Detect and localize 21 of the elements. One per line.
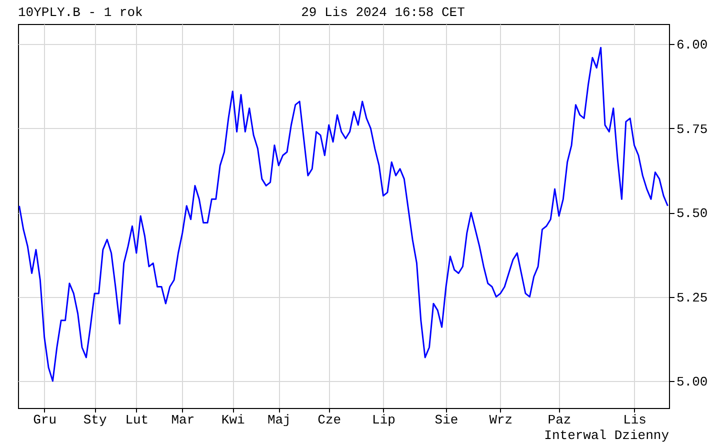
x-tick-label: Kwi [221,412,246,428]
x-tick-label: Sty [83,412,107,428]
y-tick-label: 5.25 [676,290,708,306]
x-tick-label: Wrz [489,412,513,428]
y-tick-label: 5.50 [676,206,708,222]
x-tick-label: Paz [548,412,572,428]
y-tick-label: 5.75 [676,122,708,137]
text: Interwal Dzienny [544,428,669,443]
y-tick-label: 5.00 [676,374,708,390]
x-tick-label: Mar [171,412,195,428]
chart-title: 10YPLY.B - 1 rok [18,5,143,20]
x-tick-label: Maj [267,412,291,428]
x-tick-label: Cze [318,412,342,428]
chart-subtitle: 29 Lis 2024 16:58 CET [301,5,465,20]
x-tick-label: Lis [623,412,646,428]
x-tick-label: Gru [33,412,57,428]
x-tick-label: Lip [372,412,396,428]
x-tick-label: Sie [434,412,458,428]
x-tick-label: Lut [125,412,149,428]
y-tick-label: 6.00 [676,38,708,53]
line-series [18,46,668,382]
